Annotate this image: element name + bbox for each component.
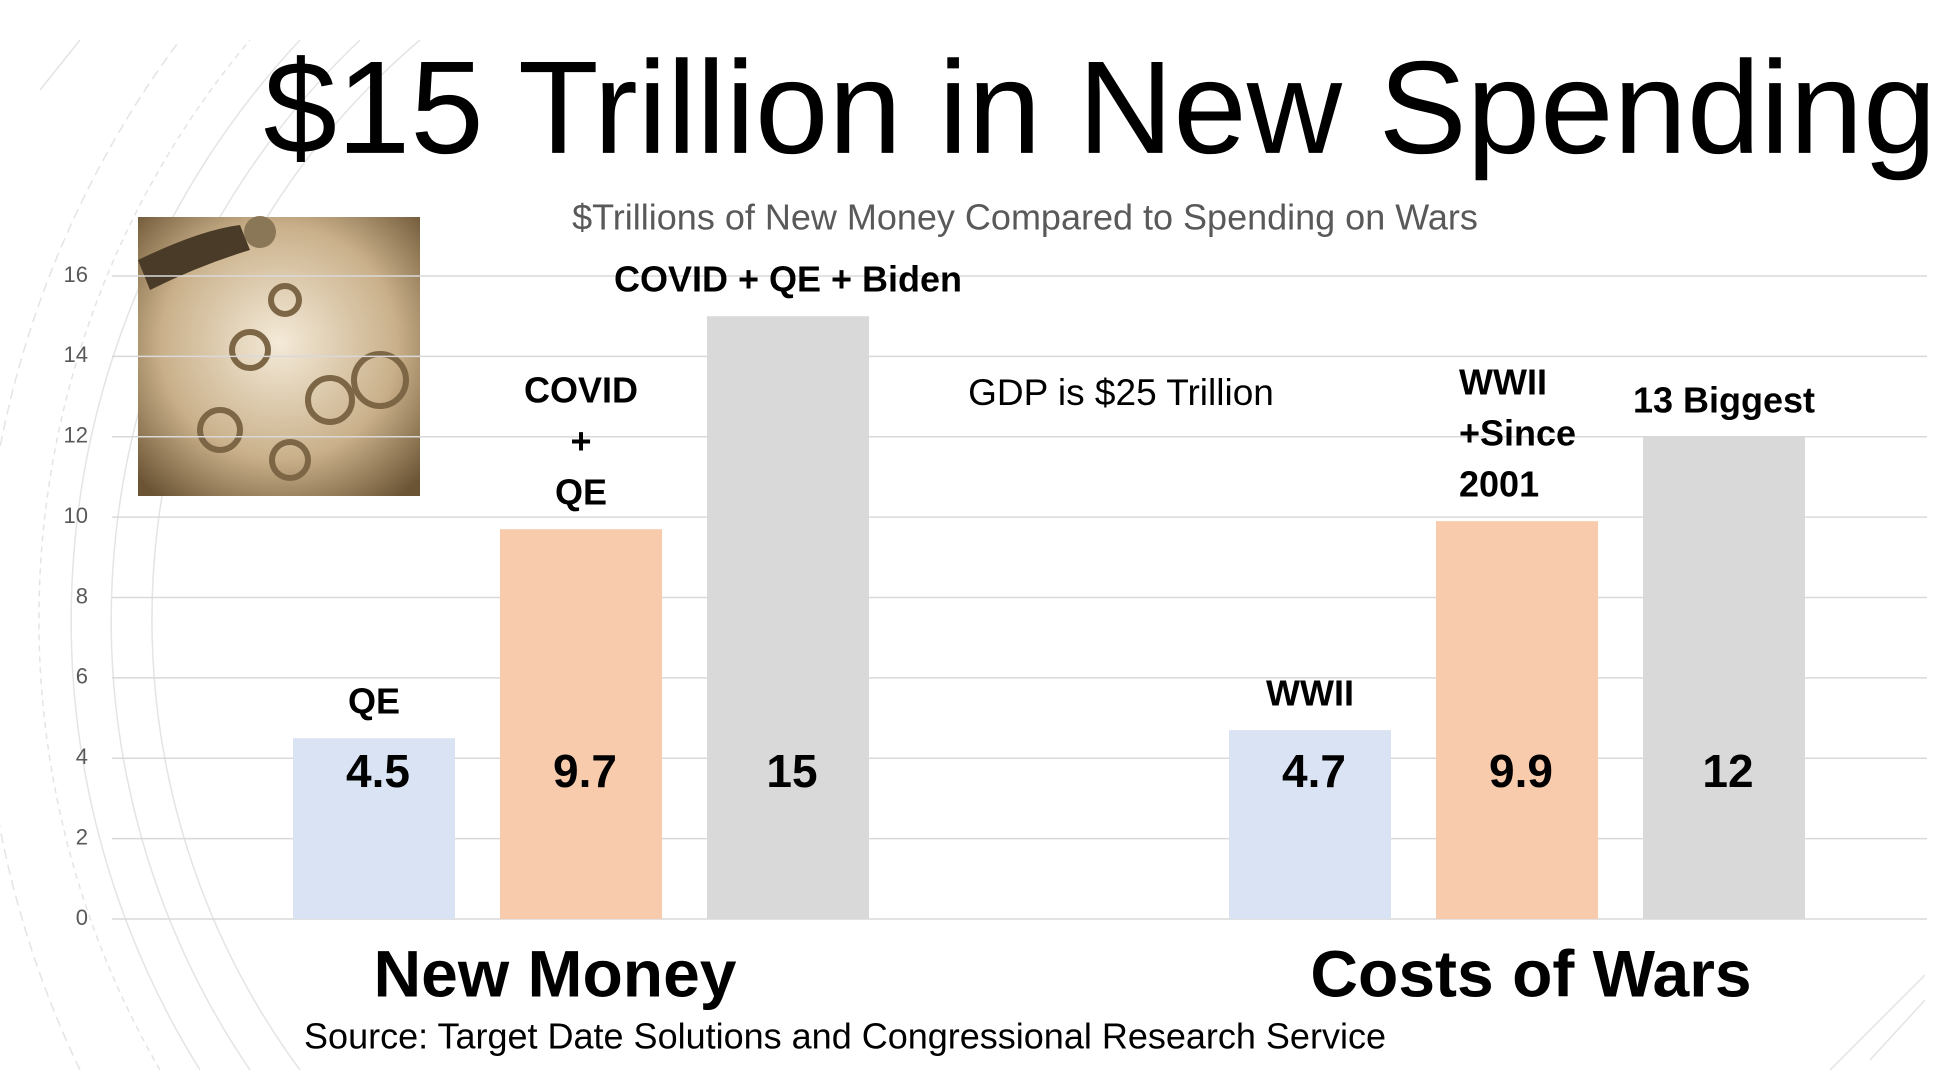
bar xyxy=(1436,521,1598,919)
y-tick-label: 2 xyxy=(76,824,88,849)
bar xyxy=(1643,436,1805,919)
annotation: GDP is $25 Trillion xyxy=(968,372,1274,413)
y-tick-label: 4 xyxy=(76,744,88,769)
value-label: 4.7 xyxy=(1282,745,1346,797)
chart-subtitle: $Trillions of New Money Compared to Spen… xyxy=(572,197,1478,238)
value-label: 9.7 xyxy=(553,745,617,797)
y-tick-label: 8 xyxy=(76,583,88,608)
source-note: Source: Target Date Solutions and Congre… xyxy=(304,1016,1386,1057)
category-label: Costs of Wars xyxy=(1310,936,1751,1010)
bar-label: + xyxy=(570,421,591,462)
bar-label: COVID + QE + Biden xyxy=(614,259,962,300)
category-label: New Money xyxy=(373,936,736,1010)
bar-label: WWII xyxy=(1459,362,1547,403)
decoration xyxy=(0,39,1926,1071)
chart-title: $15 Trillion in New Spending xyxy=(263,34,1936,181)
value-label: 15 xyxy=(766,745,817,797)
bar-label: 13 Biggest xyxy=(1633,379,1815,420)
bar-label: +Since xyxy=(1459,413,1576,454)
y-tick-label: 14 xyxy=(64,342,88,367)
bar xyxy=(707,316,869,919)
value-label: 12 xyxy=(1702,745,1753,797)
bar-label: QE xyxy=(348,681,400,722)
y-tick-label: 16 xyxy=(64,262,88,287)
value-label: 4.5 xyxy=(346,745,410,797)
bar xyxy=(1229,730,1391,919)
bar xyxy=(500,529,662,919)
y-tick-label: 10 xyxy=(64,503,88,528)
y-tick-label: 6 xyxy=(76,664,88,689)
bar-label: 2001 xyxy=(1459,464,1539,505)
value-label: 9.9 xyxy=(1489,745,1553,797)
bar xyxy=(293,738,455,919)
y-tick-label: 0 xyxy=(76,905,88,930)
bar-label: COVID xyxy=(524,370,638,411)
bar-label: WWII xyxy=(1266,673,1354,714)
y-tick-label: 12 xyxy=(64,423,88,448)
bar-label: QE xyxy=(555,472,607,513)
